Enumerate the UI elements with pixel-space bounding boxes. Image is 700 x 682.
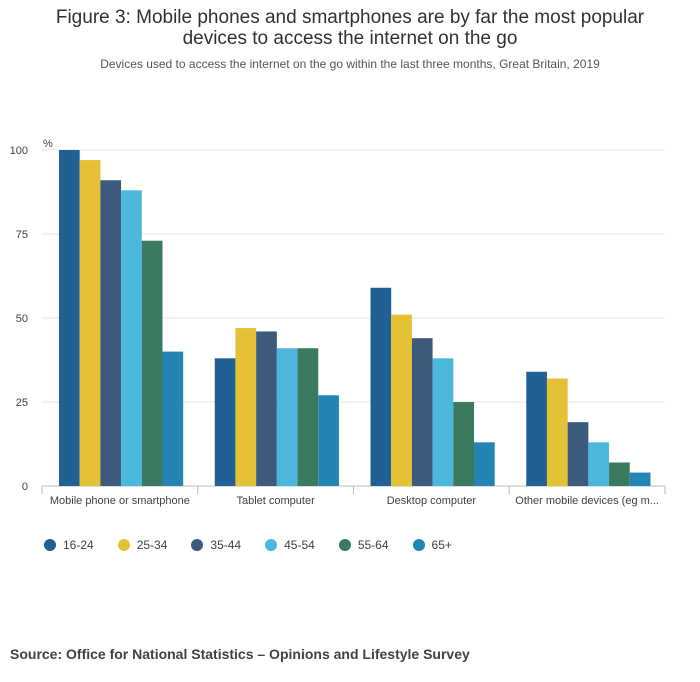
x-tick-label: Other mobile devices (eg m... <box>515 495 659 507</box>
x-tick-label: Desktop computer <box>387 495 477 507</box>
bar <box>629 472 651 486</box>
legend-marker <box>412 539 425 551</box>
chart-subtitle: Devices used to access the internet on t… <box>100 57 600 71</box>
bar <box>297 348 319 486</box>
bar <box>609 462 630 486</box>
bar <box>411 338 433 486</box>
bar <box>588 442 610 486</box>
bar <box>453 402 474 486</box>
y-tick-label: 100 <box>10 145 28 157</box>
bar <box>276 348 298 486</box>
legend-marker <box>191 539 204 551</box>
y-tick-label: 0 <box>22 481 28 493</box>
y-axis-label: % <box>43 138 53 150</box>
legend-item: 45-54 <box>265 538 315 552</box>
bar-chart: 0 25 50 75 100% Mobile phone or smartphone Tab… <box>10 138 666 507</box>
y-tick-label: 50 <box>16 313 28 325</box>
legend-label: 25-34 <box>136 538 168 552</box>
bar <box>318 395 339 486</box>
bar <box>79 160 101 486</box>
chart-title-line-2: devices to access the internet on the go <box>182 28 518 49</box>
legend-item: 65+ <box>412 538 452 552</box>
legend-item: 25-34 <box>117 538 168 552</box>
legend-label: 35-44 <box>210 538 242 552</box>
x-tick-label: Mobile phone or smartphone <box>50 495 190 507</box>
source-note: Source: Office for National Statistics –… <box>10 646 470 662</box>
legend-label: 65+ <box>431 538 452 552</box>
legend-label: 45-54 <box>284 538 315 552</box>
bar <box>59 150 80 486</box>
legend-item: 35-44 <box>191 538 241 552</box>
chart-title: Figure 3: Mobile phones and smartphones … <box>0 7 700 49</box>
legend-marker <box>44 539 56 551</box>
bar <box>214 358 236 486</box>
chart-legend: 16-24 25-34 35-44 45-54 55-64 65+ <box>44 538 476 552</box>
bar <box>256 331 277 486</box>
legend-item: 55-64 <box>338 538 389 552</box>
chart-title-line-1: Figure 3: Mobile phones and smartphones … <box>55 7 645 28</box>
legend-marker <box>117 539 130 551</box>
legend-item: 16-24 <box>44 538 94 552</box>
bar <box>100 180 122 487</box>
legend-marker <box>338 539 351 551</box>
bar <box>546 378 568 486</box>
bar <box>121 190 142 486</box>
x-tick-label: Tablet computer <box>236 495 315 507</box>
bar <box>567 422 589 486</box>
bar <box>432 358 454 486</box>
bar <box>391 314 412 486</box>
bar <box>526 371 547 486</box>
bar <box>235 328 257 486</box>
legend-label: 16-24 <box>63 538 94 552</box>
bar <box>370 287 392 486</box>
bar <box>141 240 163 486</box>
bar <box>162 351 184 486</box>
y-tick-label: 25 <box>16 397 28 409</box>
bar <box>474 442 495 486</box>
legend-marker <box>265 539 278 551</box>
y-tick-label: 75 <box>16 229 28 241</box>
legend-label: 55-64 <box>357 538 389 552</box>
